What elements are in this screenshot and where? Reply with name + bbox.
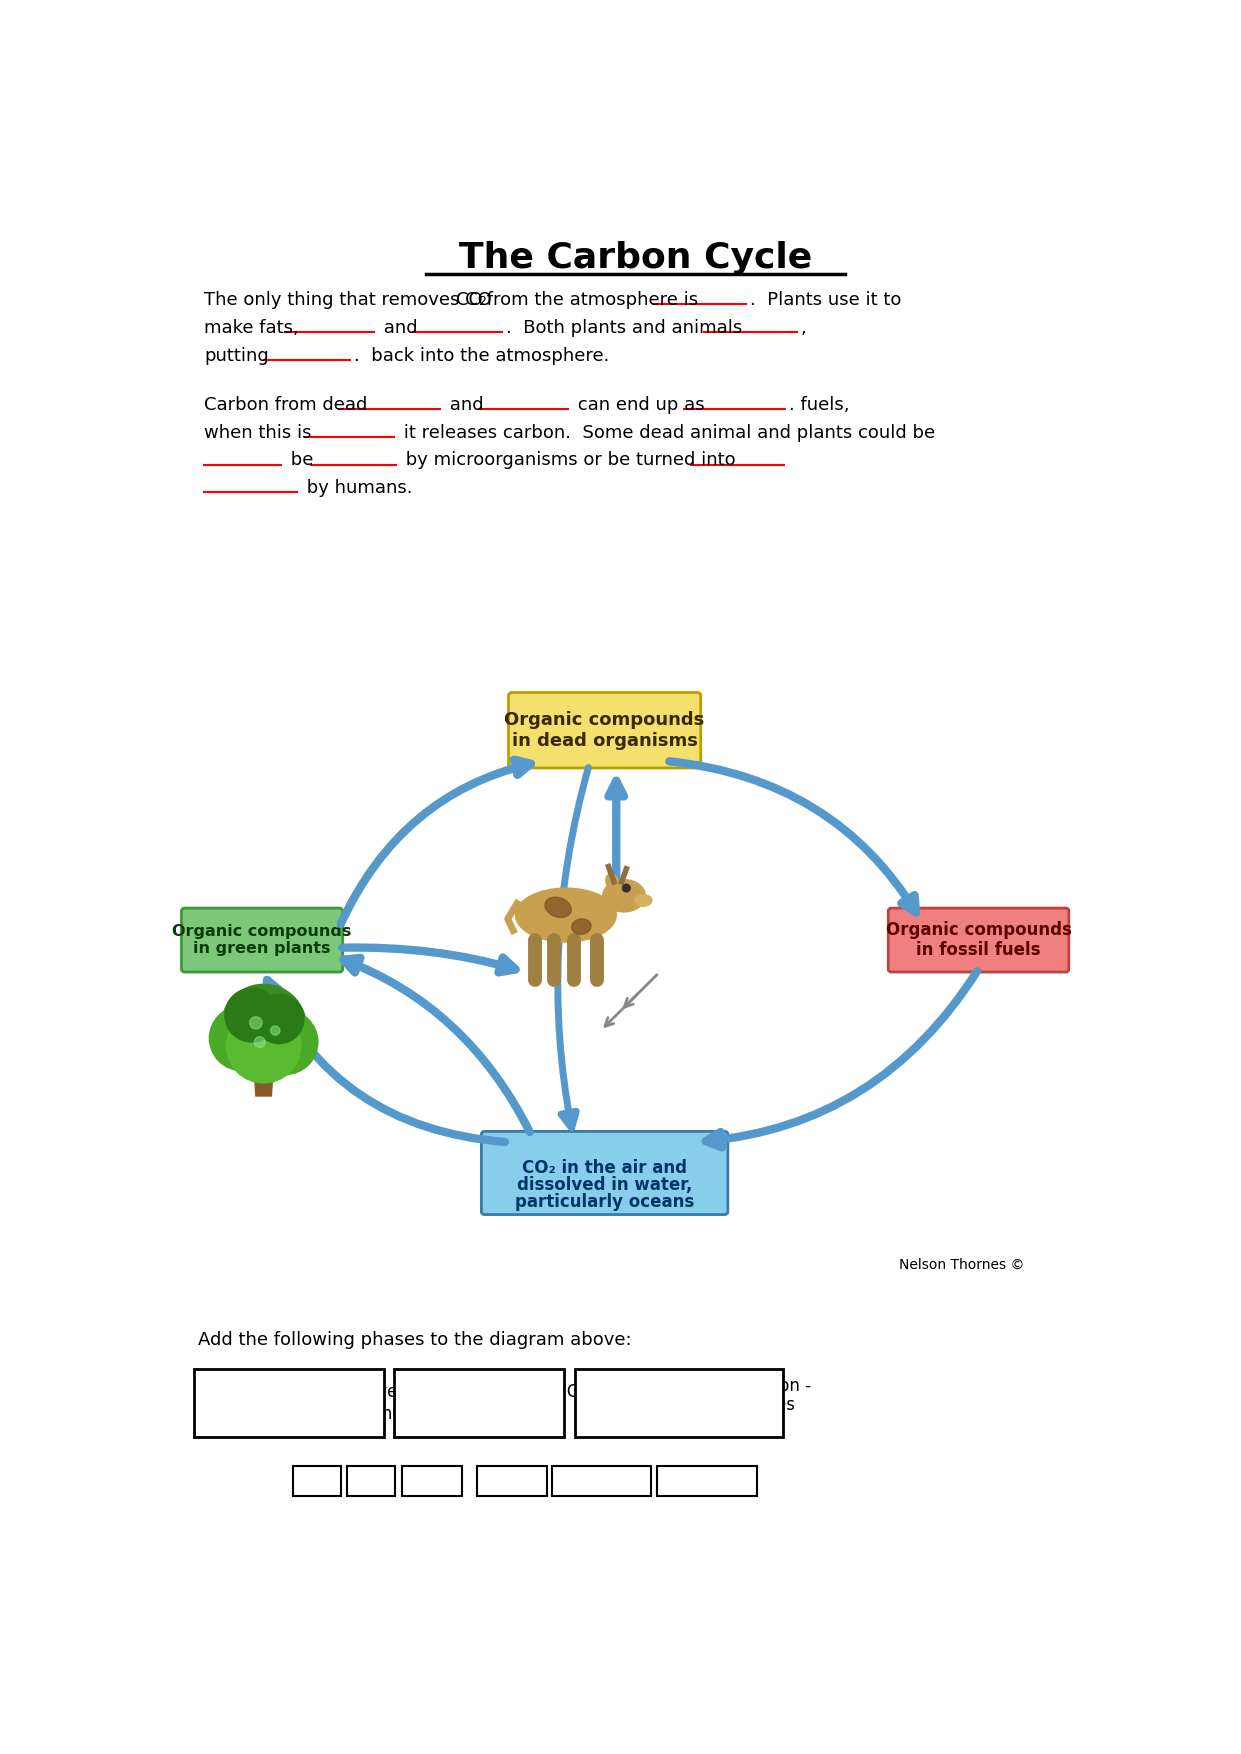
Bar bbox=[402, 1466, 462, 1496]
Bar bbox=[575, 1370, 783, 1437]
Ellipse shape bbox=[545, 898, 571, 917]
Text: ,: , bbox=[800, 319, 807, 337]
Text: respiration: respiration bbox=[557, 1472, 647, 1489]
Circle shape bbox=[210, 1005, 274, 1070]
Ellipse shape bbox=[572, 919, 591, 935]
Ellipse shape bbox=[515, 888, 617, 942]
Text: Organic compounds
in green plants: Organic compounds in green plants bbox=[172, 924, 351, 956]
Ellipse shape bbox=[635, 895, 652, 907]
Text: by microorganisms or be turned into: by microorganisms or be turned into bbox=[400, 451, 736, 470]
Text: .  Both plants and animals: . Both plants and animals bbox=[506, 319, 742, 337]
Circle shape bbox=[623, 884, 630, 893]
Text: The Carbon Cycle: The Carbon Cycle bbox=[459, 242, 813, 275]
Text: .  back into the atmosphere.: . back into the atmosphere. bbox=[354, 347, 609, 365]
Text: and: and bbox=[379, 319, 418, 337]
Bar bbox=[477, 1466, 546, 1496]
Text: Nelson Thornes ©: Nelson Thornes © bbox=[900, 1258, 1025, 1272]
Text: Organic compounds
in fossil fuels: Organic compounds in fossil fuels bbox=[886, 921, 1071, 959]
Circle shape bbox=[254, 1037, 266, 1047]
Text: CO: CO bbox=[455, 291, 483, 309]
Text: Add the following phases to the diagram above:: Add the following phases to the diagram … bbox=[197, 1331, 632, 1349]
FancyArrowPatch shape bbox=[706, 972, 977, 1147]
Text: it releases carbon.  Some dead animal and plants could be: it releases carbon. Some dead animal and… bbox=[397, 424, 934, 442]
Text: particularly oceans: particularly oceans bbox=[515, 1193, 694, 1210]
Text: the atmosphere: the atmosphere bbox=[403, 1405, 535, 1422]
FancyArrowPatch shape bbox=[344, 958, 530, 1131]
Text: Respiration returns CO: Respiration returns CO bbox=[403, 1384, 592, 1401]
FancyArrowPatch shape bbox=[341, 759, 531, 924]
Circle shape bbox=[253, 1010, 318, 1075]
Text: burning: burning bbox=[480, 1472, 544, 1489]
Text: 2: 2 bbox=[225, 1408, 232, 1417]
Text: respiration: respiration bbox=[663, 1472, 752, 1489]
Text: Photosynthesis removes: Photosynthesis removes bbox=[204, 1384, 406, 1401]
FancyBboxPatch shape bbox=[509, 693, 701, 768]
Text: and: and bbox=[444, 396, 484, 414]
FancyArrowPatch shape bbox=[267, 980, 505, 1142]
Circle shape bbox=[271, 1026, 280, 1035]
FancyArrowPatch shape bbox=[669, 761, 916, 912]
Bar bbox=[393, 1370, 565, 1437]
Text: death: death bbox=[347, 1472, 396, 1489]
Text: from the environment: from the environment bbox=[232, 1405, 419, 1422]
FancyBboxPatch shape bbox=[482, 1131, 728, 1214]
Text: Decay and decomposition -: Decay and decomposition - bbox=[585, 1377, 812, 1394]
Text: putting: putting bbox=[204, 347, 269, 365]
Text: to: to bbox=[583, 1384, 606, 1401]
FancyBboxPatch shape bbox=[181, 909, 343, 972]
Circle shape bbox=[226, 1009, 300, 1082]
Bar bbox=[194, 1370, 383, 1437]
Text: 2: 2 bbox=[478, 295, 486, 309]
Circle shape bbox=[225, 988, 279, 1042]
Text: feeding: feeding bbox=[401, 1472, 463, 1489]
Text: can end up as: can end up as bbox=[572, 396, 705, 414]
Text: be: be bbox=[285, 451, 314, 470]
Bar bbox=[552, 1466, 652, 1496]
Text: 2: 2 bbox=[606, 1400, 613, 1410]
Text: CO: CO bbox=[204, 1405, 227, 1422]
Ellipse shape bbox=[606, 873, 619, 889]
FancyBboxPatch shape bbox=[889, 909, 1069, 972]
Text: 2: 2 bbox=[577, 1386, 585, 1396]
Text: from the atmosphere is: from the atmosphere is bbox=[482, 291, 699, 309]
Text: The only thing that removes CO: The only thing that removes CO bbox=[204, 291, 491, 309]
FancyArrowPatch shape bbox=[557, 768, 588, 1128]
Bar bbox=[658, 1466, 757, 1496]
Text: make fats,: make fats, bbox=[204, 319, 299, 337]
Bar bbox=[347, 1466, 396, 1496]
Text: .  Plants use it to: . Plants use it to bbox=[751, 291, 902, 309]
Polygon shape bbox=[253, 1051, 274, 1096]
Circle shape bbox=[221, 984, 307, 1068]
FancyArrowPatch shape bbox=[608, 781, 624, 893]
Circle shape bbox=[254, 995, 304, 1044]
Bar bbox=[293, 1466, 341, 1496]
Text: . fuels,: . fuels, bbox=[789, 396, 850, 414]
Text: released as microbes: released as microbes bbox=[613, 1396, 795, 1414]
Text: Carbon from dead: Carbon from dead bbox=[204, 396, 367, 414]
FancyArrowPatch shape bbox=[343, 947, 515, 972]
Text: Organic compounds
in dead organisms: Organic compounds in dead organisms bbox=[505, 710, 705, 749]
Text: CO: CO bbox=[585, 1396, 609, 1414]
Text: CO₂ in the air and: CO₂ in the air and bbox=[522, 1159, 688, 1177]
Text: when this is: when this is bbox=[204, 424, 311, 442]
Ellipse shape bbox=[603, 879, 645, 912]
Text: death: death bbox=[293, 1472, 341, 1489]
Text: by humans.: by humans. bbox=[300, 479, 412, 496]
Circle shape bbox=[249, 1017, 262, 1030]
Text: respire: respire bbox=[585, 1415, 642, 1433]
Text: dissolved in water,: dissolved in water, bbox=[517, 1177, 692, 1194]
